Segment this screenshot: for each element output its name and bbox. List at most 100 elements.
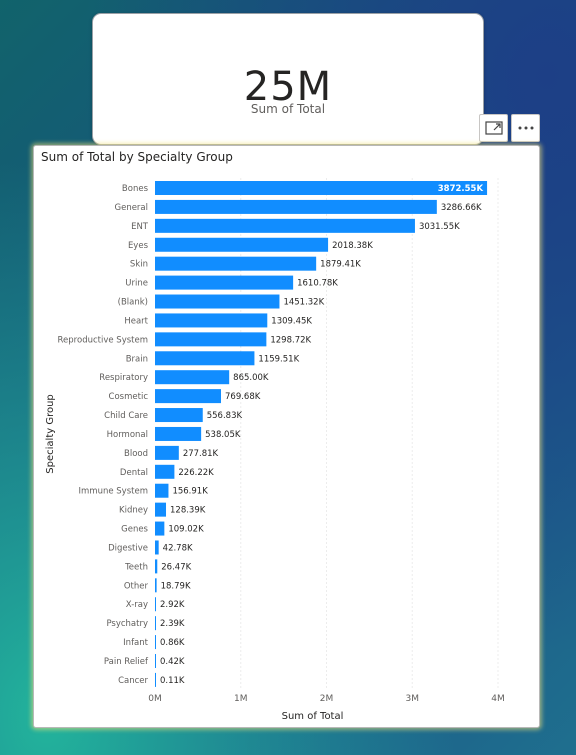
kpi-value: 25M — [243, 64, 333, 110]
bar[interactable] — [155, 597, 156, 612]
data-label: 3031.55K — [419, 222, 460, 232]
bar[interactable] — [155, 294, 280, 309]
data-label: 1451.32K — [283, 298, 324, 308]
kpi-card[interactable]: 25M Sum of Total — [92, 13, 484, 145]
more-options-button[interactable] — [511, 114, 540, 142]
focus-mode-icon — [484, 121, 503, 135]
x-tick-label: 4M — [491, 694, 505, 704]
bar[interactable] — [155, 218, 415, 233]
category-label: X-ray — [126, 600, 148, 610]
data-label: 2.39K — [160, 619, 185, 629]
category-label: ENT — [131, 222, 149, 232]
data-label: 156.91K — [172, 487, 208, 497]
data-label: 1610.78K — [297, 279, 338, 289]
category-label: Cancer — [118, 676, 148, 686]
gridlines — [240, 178, 499, 690]
category-label: Immune System — [79, 487, 148, 497]
bar[interactable] — [155, 616, 156, 631]
category-label: Genes — [121, 525, 148, 535]
x-axis-ticks: 0M 1M 2M 3M 4M — [148, 694, 505, 704]
data-label: 26.47K — [161, 562, 191, 572]
category-label: Heart — [124, 316, 148, 326]
chart-title: Sum of Total by Specialty Group — [41, 150, 233, 164]
focus-mode-button[interactable] — [479, 114, 508, 142]
data-label: 128.39K — [170, 506, 206, 516]
bar[interactable] — [155, 237, 329, 252]
bar[interactable] — [155, 502, 167, 517]
bar[interactable] — [155, 370, 230, 385]
data-label: 3872.55K — [438, 184, 484, 194]
category-label: Other — [124, 581, 149, 591]
bar[interactable] — [155, 313, 268, 328]
category-label: Digestive — [108, 543, 148, 553]
category-label: Cosmetic — [109, 392, 149, 402]
data-label: 2.92K — [160, 600, 185, 610]
data-label: 1309.45K — [271, 316, 312, 326]
category-label: Child Care — [104, 411, 148, 421]
bar[interactable] — [155, 426, 202, 441]
bar[interactable] — [155, 672, 156, 687]
bar[interactable] — [155, 199, 437, 214]
bar[interactable] — [155, 332, 267, 347]
x-tick-label: 3M — [406, 694, 420, 704]
bar[interactable] — [155, 256, 317, 271]
x-axis-title: Sum of Total — [282, 711, 344, 722]
category-label: Skin — [130, 260, 148, 270]
data-label: 0.11K — [160, 676, 185, 686]
data-label: 1298.72K — [270, 335, 311, 345]
bar[interactable] — [155, 654, 156, 668]
bar[interactable] — [155, 389, 222, 404]
bar[interactable] — [155, 408, 203, 423]
kpi-label: Sum of Total — [250, 102, 326, 116]
category-label: Respiratory — [99, 373, 148, 383]
data-label: 865.00K — [233, 373, 269, 383]
y-axis-title: Specialty Group — [45, 394, 56, 474]
category-label: Dental — [120, 468, 148, 478]
bar[interactable] — [155, 578, 157, 593]
category-label: Kidney — [119, 506, 148, 516]
x-tick-label: 0M — [148, 694, 162, 704]
data-label: 18.79K — [161, 581, 191, 591]
bar[interactable] — [155, 540, 159, 555]
bar[interactable] — [155, 181, 488, 195]
bar[interactable] — [155, 635, 156, 650]
category-label: Urine — [125, 279, 148, 289]
category-labels: Bones General ENT Eyes Skin Urine (Blank) Heart… — [58, 184, 149, 686]
data-labels: 3872.55K 3286.66K 3031.55K 2018.38K 1879.41K… — [160, 184, 483, 686]
data-label: 3286.66K — [441, 203, 482, 213]
category-label: Brain — [126, 354, 148, 364]
category-label: (Blank) — [118, 298, 148, 308]
data-label: 1159.51K — [258, 354, 299, 364]
bar[interactable] — [155, 521, 165, 536]
data-label: 538.05K — [205, 430, 241, 440]
bar[interactable] — [155, 275, 294, 290]
data-label: 0.86K — [160, 638, 185, 648]
bar[interactable] — [155, 483, 169, 498]
x-tick-label: 2M — [320, 694, 334, 704]
data-label: 0.42K — [160, 657, 185, 667]
category-label: Eyes — [128, 241, 149, 251]
data-label: 109.02K — [168, 525, 204, 535]
data-label: 226.22K — [178, 468, 214, 478]
category-label: Infant — [123, 638, 148, 648]
category-label: General — [115, 203, 149, 213]
bar[interactable] — [155, 445, 179, 460]
category-label: Bones — [122, 184, 149, 194]
bar[interactable] — [155, 351, 255, 366]
bar-chart-svg: Bones General ENT Eyes Skin Urine (Blank) Heart… — [45, 178, 505, 722]
bars — [155, 181, 488, 687]
data-label: 769.68K — [225, 392, 261, 402]
more-options-icon — [518, 126, 533, 130]
bar-chart-visual[interactable]: Sum of Total by Specialty Group Bones Gen… — [33, 145, 540, 728]
category-label: Pain Relief — [104, 657, 149, 667]
data-label: 277.81K — [183, 449, 219, 459]
category-label: Teeth — [124, 562, 148, 572]
bar[interactable] — [155, 559, 158, 574]
x-tick-label: 1M — [234, 694, 248, 704]
data-label: 2018.38K — [332, 241, 373, 251]
category-label: Hormonal — [107, 430, 148, 440]
category-label: Blood — [124, 449, 148, 459]
bar[interactable] — [155, 464, 175, 479]
data-label: 1879.41K — [320, 260, 361, 270]
category-label: Psychatry — [106, 619, 148, 629]
